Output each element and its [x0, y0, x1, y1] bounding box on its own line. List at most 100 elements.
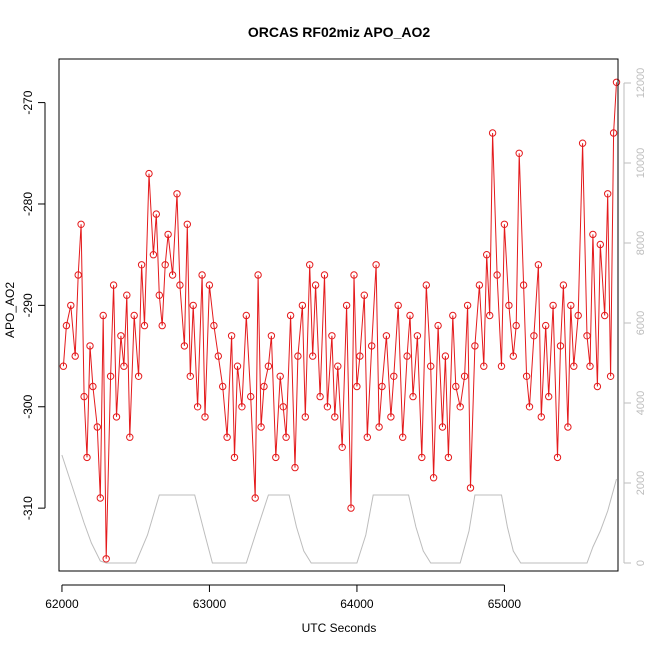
y-axis-left: -310 -300 -290 -280 -270 [21, 90, 46, 520]
apo-point [456, 403, 464, 411]
apo-point [387, 413, 395, 421]
apo-point [556, 342, 565, 350]
apo-point [161, 261, 169, 269]
apo-point [422, 281, 430, 289]
apo-point [480, 362, 488, 370]
apo-point [530, 332, 538, 340]
apo-point [553, 453, 562, 462]
apo-point [183, 220, 192, 229]
apo-point [331, 413, 339, 421]
plot-frame [58, 58, 619, 572]
apo-point [328, 332, 336, 340]
apo-point [286, 311, 295, 320]
apo-point [145, 169, 153, 178]
apo-point [137, 261, 146, 269]
apo-point [564, 423, 572, 431]
apo-point [522, 372, 531, 380]
apo-point [449, 311, 457, 320]
altitude-series [61, 454, 617, 564]
apo-point [427, 362, 435, 370]
y-axis-label: APO_AO2 [3, 282, 17, 338]
apo-point [537, 413, 545, 421]
y2-tick-label: 8000 [635, 231, 647, 255]
y2-tick-label: 6000 [635, 311, 647, 335]
apo-point [86, 342, 94, 350]
apo-point [291, 463, 299, 472]
apo-point [399, 433, 407, 441]
x-tick-label: 62000 [45, 597, 79, 611]
apo-point [140, 321, 149, 330]
apo-point [596, 240, 604, 249]
apo-point [356, 352, 364, 360]
apo-point [342, 301, 351, 310]
apo-point [74, 271, 82, 279]
apo-point [306, 261, 314, 269]
apo-point [363, 433, 371, 441]
apo-point [390, 372, 398, 380]
apo-point [586, 362, 594, 370]
apo-point [210, 321, 218, 330]
apo-point [193, 403, 202, 411]
apo-point [515, 149, 523, 158]
apo-point [247, 392, 255, 401]
apo-point [205, 281, 214, 289]
x-axis-label: UTC Seconds [302, 621, 377, 635]
apo-point [486, 311, 494, 320]
apo-point [186, 372, 195, 380]
altitude-line [61, 454, 617, 564]
apo-point [251, 494, 259, 502]
apo-point [117, 332, 125, 340]
apo-point [578, 139, 587, 147]
apo-point [438, 423, 447, 431]
apo-point [601, 311, 609, 320]
apo-point [483, 251, 491, 259]
apo-point [583, 332, 591, 340]
y-tick-label: -270 [21, 90, 35, 114]
apo-point [282, 433, 290, 441]
apo-point [223, 433, 231, 441]
apo-point [134, 372, 143, 380]
apo-point [59, 362, 68, 370]
y-tick-label: -290 [21, 293, 35, 317]
apo-point [96, 494, 105, 502]
apo-point [301, 413, 309, 421]
apo-point [475, 281, 484, 289]
apo-point [589, 230, 597, 239]
apo-point [545, 392, 553, 401]
apo-point [238, 403, 246, 411]
apo-point [441, 352, 450, 360]
apo-point [334, 362, 342, 370]
apo-point [338, 443, 346, 451]
apo-point [294, 352, 302, 360]
apo-point [130, 311, 138, 320]
apo-point [360, 291, 368, 299]
apo-point [164, 230, 172, 239]
apo-point [219, 382, 227, 391]
x-tick-label: 65000 [488, 597, 522, 611]
apo-point [497, 362, 506, 370]
apo-point [500, 220, 509, 229]
apo-point [471, 342, 479, 350]
apo-point [429, 474, 438, 482]
apo-line [62, 82, 617, 559]
apo-point [254, 271, 262, 279]
apo-point [378, 382, 386, 391]
apo-point [242, 311, 251, 320]
apo-point [320, 271, 329, 279]
apo-point [323, 403, 332, 411]
apo-point [83, 453, 91, 462]
apo-point [549, 301, 557, 310]
apo-point [71, 352, 79, 360]
apo-point [309, 352, 317, 360]
apo-point [519, 281, 528, 289]
apo-point [413, 332, 422, 340]
y2-tick-label: 2000 [635, 471, 647, 495]
apo-point [264, 362, 273, 370]
apo-point [93, 423, 102, 431]
apo-point [106, 372, 115, 380]
apo-point [509, 352, 517, 360]
chart-title: ORCAS RF02miz APO_AO2 [248, 24, 431, 40]
apo-point [276, 372, 284, 380]
apo-point [123, 291, 131, 299]
